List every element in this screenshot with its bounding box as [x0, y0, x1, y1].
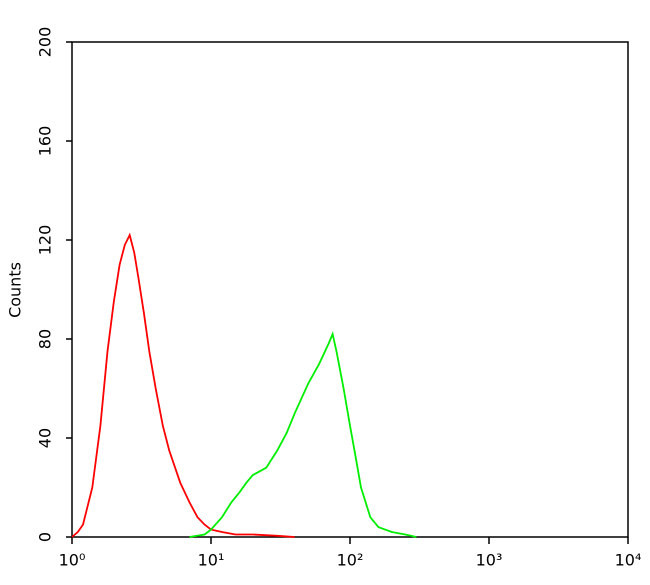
y-tick-label: 80 — [36, 329, 55, 349]
histogram-line — [189, 331, 417, 538]
histogram-line — [71, 232, 295, 538]
y-tick-label: 0 — [36, 532, 55, 542]
y-tick-label: 160 — [36, 126, 55, 157]
x-tick-label: 10³ — [476, 551, 503, 570]
x-tick-label: 10¹ — [198, 551, 225, 570]
y-tick-label: 40 — [36, 428, 55, 448]
x-tick-label: 10⁰ — [59, 551, 86, 570]
x-tick-label: 10² — [337, 551, 364, 570]
x-tick-label: 10⁴ — [615, 551, 642, 570]
plot-frame — [71, 41, 629, 538]
y-tick-label: 200 — [36, 27, 55, 58]
y-axis-label: Counts — [6, 262, 25, 318]
y-tick-label: 120 — [36, 225, 55, 256]
